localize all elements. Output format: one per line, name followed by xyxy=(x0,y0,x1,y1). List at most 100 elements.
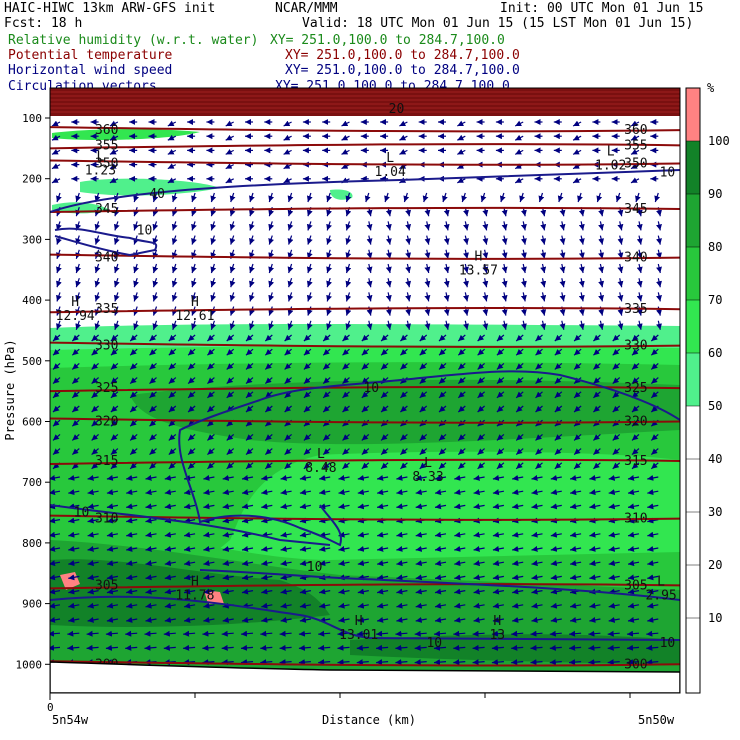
wind-vector xyxy=(357,474,369,481)
colorbar-tick-label: 40 xyxy=(708,452,722,466)
wind-vector xyxy=(306,235,313,245)
wind-vector xyxy=(67,630,80,637)
wind-vector xyxy=(573,334,582,342)
colorbar-50 xyxy=(686,353,700,406)
y-tick-label: 100 xyxy=(22,112,42,125)
wind-vector xyxy=(461,192,468,203)
wind-vector xyxy=(650,433,659,441)
wind-vector xyxy=(361,334,370,342)
wind-vector xyxy=(520,292,527,302)
wind-vector xyxy=(149,419,157,427)
wind-vector xyxy=(647,602,659,609)
wind-vector xyxy=(415,503,427,510)
wind-vector xyxy=(554,362,563,370)
wind-vector xyxy=(51,149,61,155)
wind-vector xyxy=(110,348,119,356)
wind-vector xyxy=(656,278,662,288)
wind-vector xyxy=(607,644,620,651)
wind-vector xyxy=(168,348,177,356)
wind-vector xyxy=(210,221,217,231)
wind-vector xyxy=(207,348,215,356)
wind-vector xyxy=(385,235,392,245)
wind-vector xyxy=(341,120,350,127)
wind-vector xyxy=(415,474,427,481)
wind-vector xyxy=(477,362,485,370)
wind-vector xyxy=(167,177,177,184)
wind-vector xyxy=(145,545,157,552)
wind-vector xyxy=(550,474,562,481)
wind-vector xyxy=(636,221,643,231)
wind-vector xyxy=(477,433,485,441)
wind-vector xyxy=(126,545,138,552)
wind-vector xyxy=(414,630,427,637)
wind-vector xyxy=(50,602,61,609)
wind-vector xyxy=(106,517,119,524)
wind-vector xyxy=(443,292,450,302)
wind-vector xyxy=(110,448,119,456)
wind-vector xyxy=(284,462,292,470)
theta-label: 360 xyxy=(95,123,118,138)
wind-vector xyxy=(520,263,527,274)
extremum-value: 13.01 xyxy=(339,628,378,643)
wind-vector xyxy=(145,531,157,538)
wind-vector xyxy=(319,489,331,496)
wind-vector xyxy=(499,192,506,203)
wind-vector xyxy=(280,602,292,609)
wind-vector xyxy=(149,391,157,399)
wind-vector xyxy=(152,278,159,288)
wind-vector xyxy=(631,334,640,342)
wind-vector xyxy=(245,448,254,456)
wind-vector xyxy=(438,348,447,356)
wind-vector xyxy=(419,448,428,456)
wind-vector xyxy=(280,560,292,567)
wind-vector xyxy=(164,588,176,595)
wind-vector xyxy=(515,462,524,470)
wind-vector xyxy=(299,602,312,609)
wind-vector xyxy=(264,433,273,441)
wind-vector xyxy=(338,545,350,552)
wind-vector xyxy=(569,474,582,481)
wind-vector xyxy=(210,263,217,274)
wind-vector xyxy=(635,192,641,203)
wind-vector xyxy=(457,149,466,155)
wind-vector xyxy=(229,292,236,302)
theta-label: 325 xyxy=(95,381,118,396)
wind-vector xyxy=(110,362,119,370)
wind-vector xyxy=(268,221,275,231)
field-rh-label: Relative humidity (w.r.t. water) xyxy=(8,33,258,48)
wind-vector xyxy=(540,249,547,259)
wind-vector xyxy=(280,616,292,623)
wind-vector xyxy=(501,263,508,274)
wind-vector xyxy=(454,489,466,496)
wind-vector xyxy=(396,474,408,481)
wind-vector xyxy=(480,192,487,203)
wind-vector xyxy=(105,644,118,651)
theta-label: 345 xyxy=(624,202,647,217)
wind-vector xyxy=(385,278,392,288)
wind-vector xyxy=(71,433,80,441)
wind-vector xyxy=(554,448,563,456)
wind-vector xyxy=(164,574,176,581)
wind-vector xyxy=(396,503,408,510)
wind-vector xyxy=(573,462,582,470)
theta-label: 320 xyxy=(95,415,118,430)
wind-vector xyxy=(91,448,99,456)
wind-vector xyxy=(52,433,61,441)
wind-vector xyxy=(133,278,139,288)
wind-vector xyxy=(109,163,119,170)
colorbar-60 xyxy=(686,300,700,353)
colorbar-80 xyxy=(686,194,700,247)
wind-vector xyxy=(145,588,157,595)
wind-vector xyxy=(326,221,332,231)
wind-vector xyxy=(261,560,273,567)
extremum-type: H xyxy=(191,574,199,589)
wind-vector xyxy=(617,278,624,288)
wind-vector xyxy=(129,362,138,370)
wind-vector xyxy=(106,489,119,496)
wind-vector xyxy=(400,433,408,441)
wind-vector xyxy=(424,320,431,330)
wind-vector xyxy=(280,588,292,595)
wind-vector xyxy=(261,503,273,510)
wind-vector xyxy=(284,377,292,385)
theta-label: 315 xyxy=(95,454,118,469)
